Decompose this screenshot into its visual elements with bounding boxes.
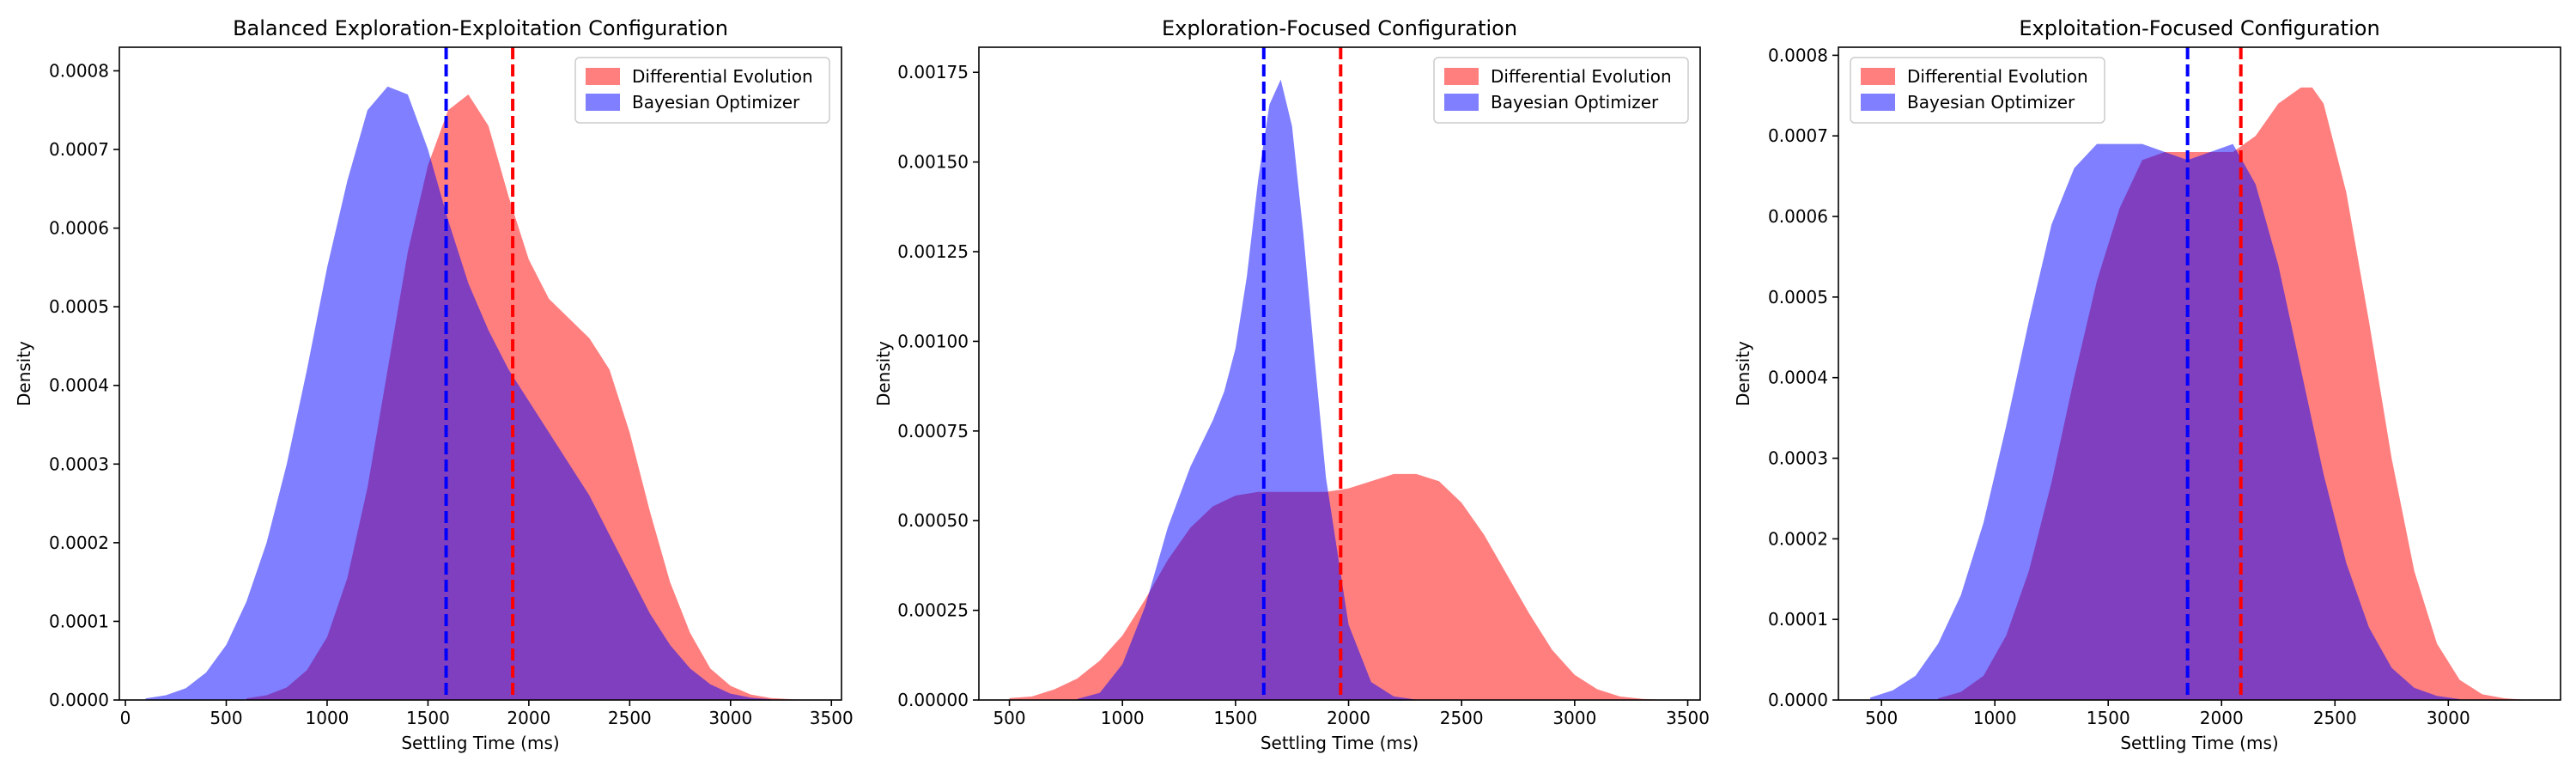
plot-frame	[1838, 46, 2561, 701]
x-tick-label: 3500	[810, 708, 854, 728]
plot-frame	[978, 46, 1701, 701]
y-tick-label: 0.00150	[897, 152, 969, 173]
x-tick-label: 2500	[608, 708, 652, 728]
legend-label-differential-evolution: Differential Evolution	[1907, 66, 2088, 87]
y-tick-label: 0.0005	[49, 296, 109, 317]
x-axis-label: Settling Time (ms)	[2120, 733, 2278, 753]
y-tick-label: 0.00025	[897, 600, 969, 621]
chart-panel-1: 0 500 1000 1500 2000 2500 3000 3500 0.0000 0.0001…	[14, 16, 854, 753]
y-tick-label: 0.00075	[897, 421, 969, 441]
x-tick-label: 2000	[1327, 708, 1370, 728]
x-tick-label: 2500	[1440, 708, 1484, 728]
legend: Differential Evolution Bayesian Optimizer	[1850, 57, 2105, 124]
y-tick-label: 0.0006	[49, 218, 109, 239]
x-tick-label: 500	[993, 708, 1025, 728]
y-tick-label: 0.0002	[49, 533, 109, 553]
chart-panel-3: 500 1000 1500 2000 2500 3000 0.0000 0.0001 0.000…	[1733, 16, 2561, 753]
density-area-bayesian-optimizer	[145, 86, 771, 700]
x-tick-label: 1000	[1101, 708, 1145, 728]
x-tick-label: 1000	[1973, 708, 2017, 728]
y-tick-label: 0.0007	[1768, 125, 1828, 146]
legend-swatch-bayesian-optimizer	[586, 94, 620, 111]
y-tick-label: 0.00175	[897, 62, 969, 82]
x-tick-label: 3500	[1666, 708, 1710, 728]
legend: Differential Evolution Bayesian Optimizer	[1433, 57, 1689, 124]
x-tick-label: 3000	[2427, 708, 2470, 728]
y-tick-label: 0.0002	[1768, 528, 1828, 549]
x-tick-label: 2500	[2313, 708, 2357, 728]
x-tick-label: 1500	[406, 708, 450, 728]
chart-panel-2: 500 1000 1500 2000 2500 3000 3500 0.00000 0.0002…	[873, 16, 1710, 753]
legend: Differential Evolution Bayesian Optimizer	[574, 57, 830, 124]
legend-label-bayesian-optimizer: Bayesian Optimizer	[632, 92, 800, 113]
chart-title: Balanced Exploration-Exploitation Config…	[233, 16, 728, 40]
y-tick-label: 0.0003	[49, 453, 109, 474]
y-tick-label: 0.00125	[897, 241, 969, 262]
y-tick-label: 0.0004	[1768, 368, 1828, 388]
y-tick-label: 0.0000	[1768, 690, 1828, 710]
legend-swatch-differential-evolution	[1444, 68, 1479, 85]
density-area-bayesian-optimizer	[1077, 79, 1417, 700]
x-tick-label: 3000	[1552, 708, 1596, 728]
x-tick-label: 500	[210, 708, 242, 728]
legend-label-bayesian-optimizer: Bayesian Optimizer	[1491, 92, 1659, 113]
x-tick-label: 0	[120, 708, 131, 728]
legend-swatch-bayesian-optimizer	[1444, 94, 1479, 111]
legend-box	[1433, 57, 1689, 124]
legend-label-bayesian-optimizer: Bayesian Optimizer	[1907, 92, 2075, 113]
x-axis-label: Settling Time (ms)	[401, 733, 559, 753]
y-tick-label: 0.00000	[897, 690, 969, 710]
legend-box	[574, 57, 830, 124]
plot-frame	[118, 46, 842, 701]
y-axis-label: Density	[1733, 341, 1753, 406]
x-tick-label: 2000	[507, 708, 550, 728]
y-tick-label: 0.00100	[897, 331, 969, 351]
x-tick-label: 1500	[2087, 708, 2130, 728]
y-tick-label: 0.0008	[49, 60, 109, 81]
legend-label-differential-evolution: Differential Evolution	[1491, 66, 1672, 87]
y-axis-label: Density	[14, 341, 34, 406]
chart-title: Exploitation-Focused Configuration	[2019, 16, 2379, 40]
x-tick-label: 3000	[708, 708, 752, 728]
y-tick-label: 0.0005	[1768, 287, 1828, 307]
y-tick-label: 0.0003	[1768, 448, 1828, 469]
y-tick-label: 0.0000	[49, 690, 109, 710]
x-axis-label: Settling Time (ms)	[1261, 733, 1419, 753]
y-tick-label: 0.0001	[49, 611, 109, 631]
density-area-bayesian-optimizer	[1869, 143, 2460, 700]
legend-swatch-bayesian-optimizer	[1861, 94, 1895, 111]
legend-swatch-differential-evolution	[1861, 68, 1895, 85]
legend-label-differential-evolution: Differential Evolution	[632, 66, 813, 87]
x-tick-label: 500	[1865, 708, 1898, 728]
legend-box	[1850, 57, 2105, 124]
y-tick-label: 0.0006	[1768, 206, 1828, 227]
y-tick-label: 0.0004	[49, 375, 109, 396]
y-tick-label: 0.0008	[1768, 45, 1828, 65]
y-tick-label: 0.0001	[1768, 609, 1828, 630]
chart-title: Exploration-Focused Configuration	[1162, 16, 1517, 40]
x-tick-label: 1500	[1213, 708, 1257, 728]
x-tick-label: 1000	[306, 708, 349, 728]
y-tick-label: 0.0007	[49, 139, 109, 160]
x-tick-label: 2000	[2200, 708, 2244, 728]
y-tick-label: 0.00050	[897, 510, 969, 531]
y-axis-label: Density	[873, 341, 894, 406]
legend-swatch-differential-evolution	[586, 68, 620, 85]
